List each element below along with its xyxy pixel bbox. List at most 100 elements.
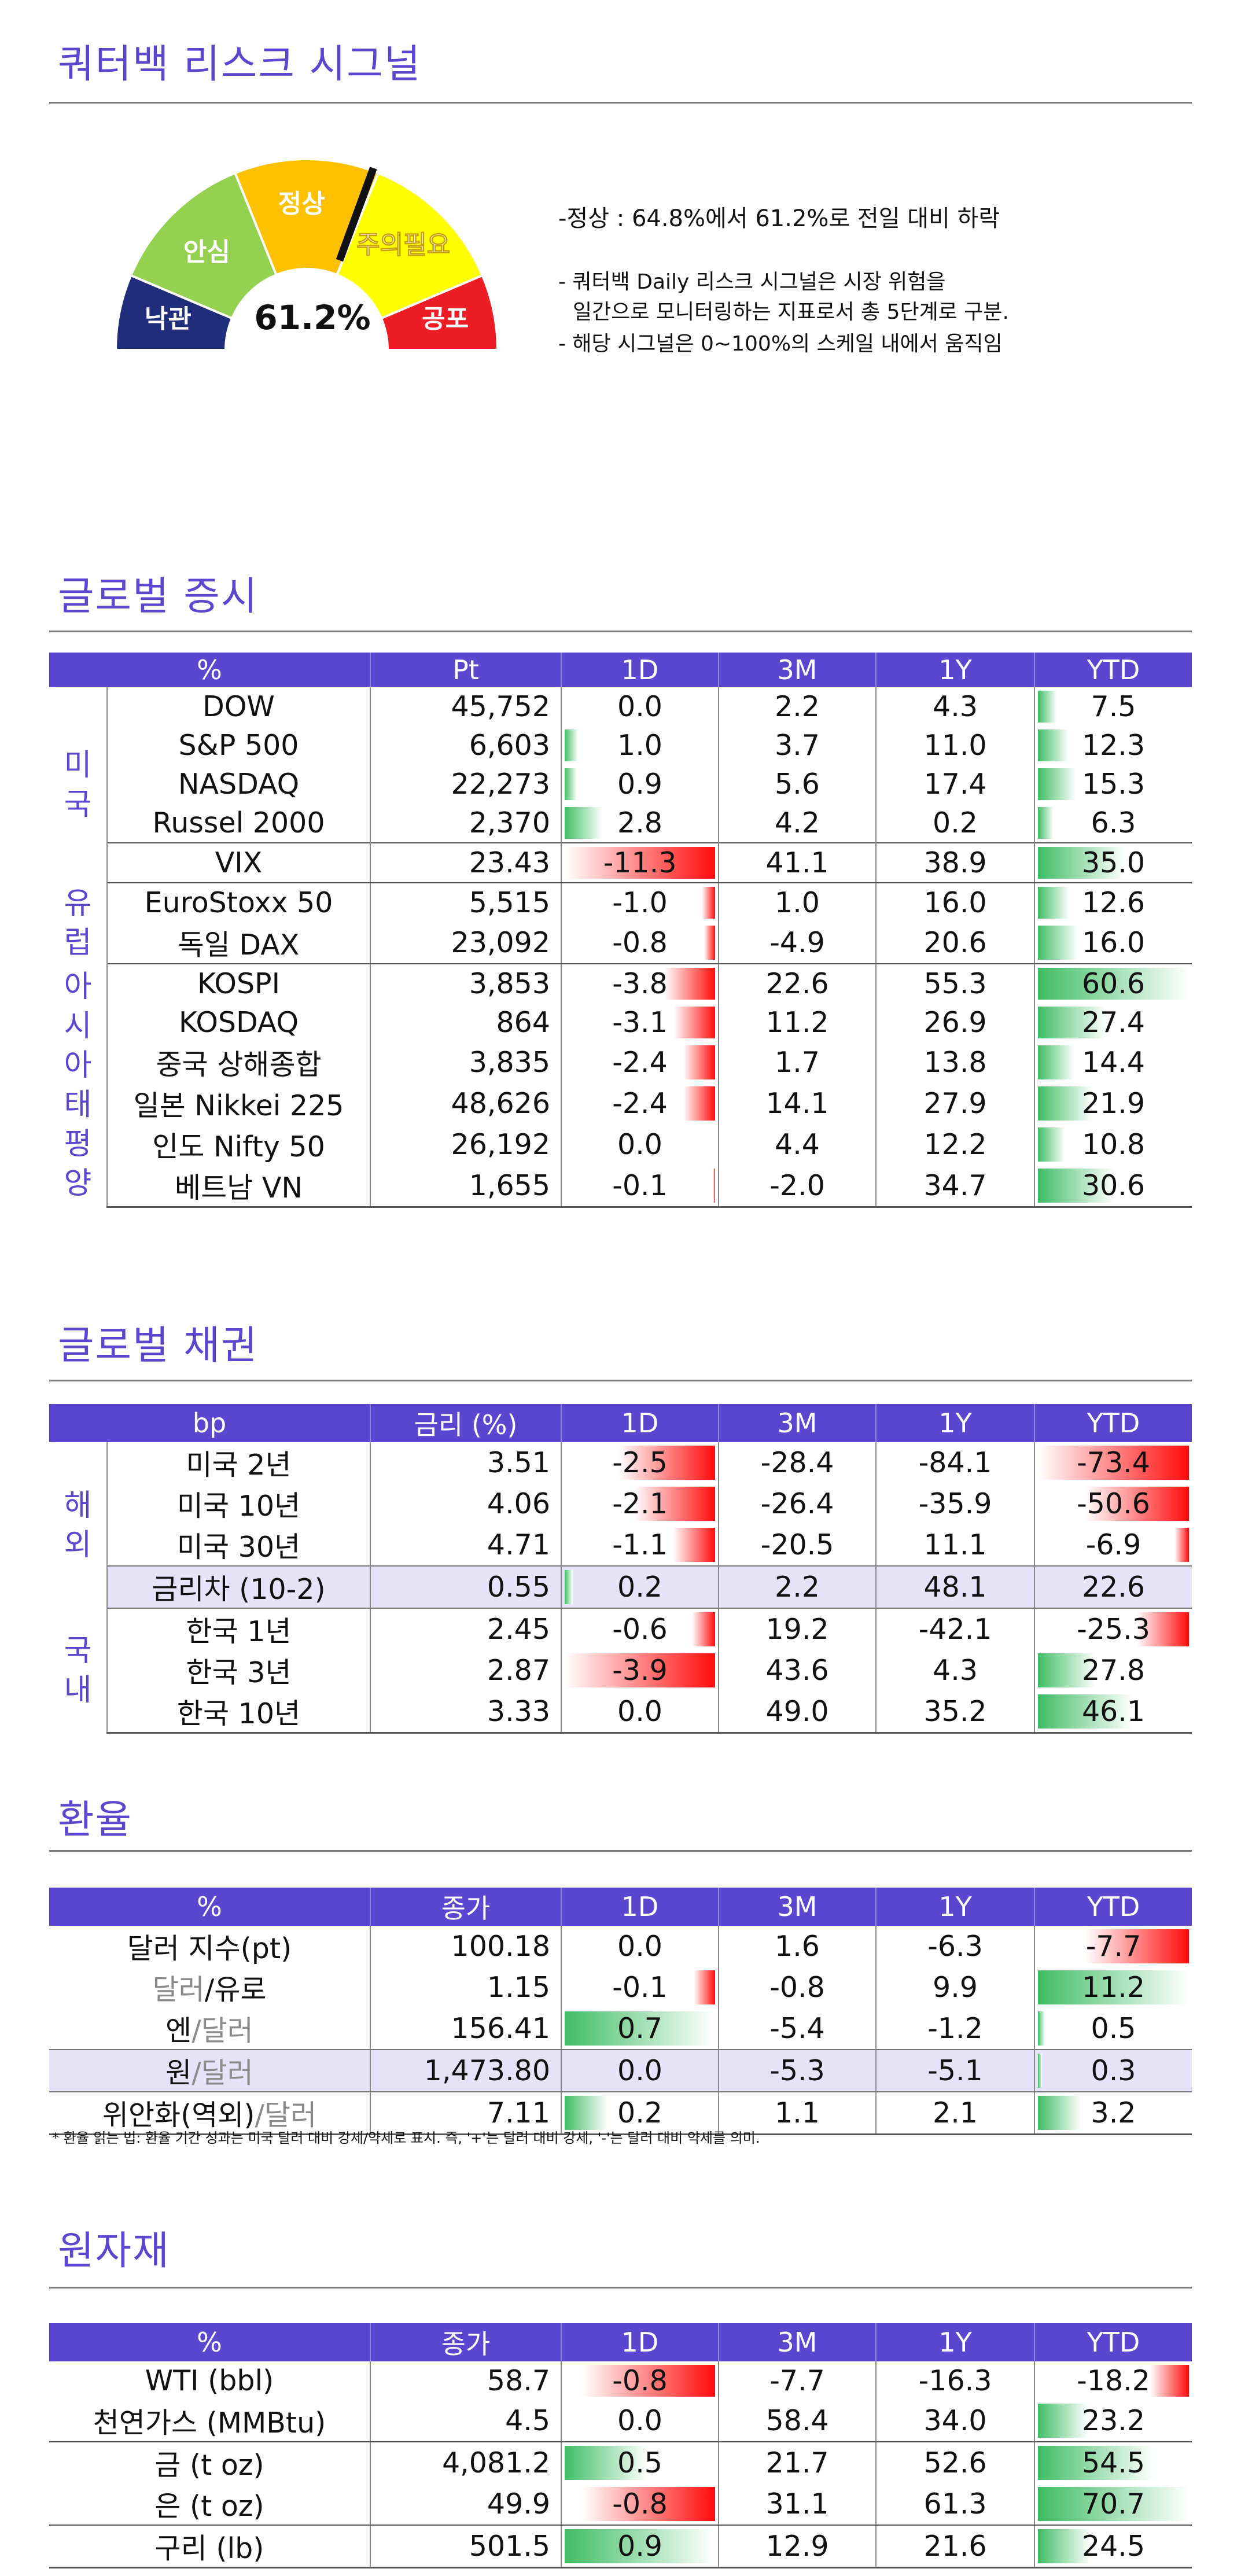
header-cell: 3M xyxy=(719,653,877,687)
table-cell: -2.0 xyxy=(719,1165,877,1208)
cell-value: 0.2 xyxy=(933,806,978,839)
table-cell: 21.7 xyxy=(719,2442,877,2483)
cell-value: 27.8 xyxy=(1081,1654,1146,1687)
cell-value: -20.5 xyxy=(760,1528,834,1561)
positive-bar xyxy=(565,768,577,800)
name-text: EuroStoxx 50 xyxy=(144,886,333,919)
name-part: 달러 지수(pt) xyxy=(127,1932,292,1965)
gauge-segment-fear xyxy=(380,274,499,351)
cell-value: 41.1 xyxy=(765,846,829,879)
cell-value: 3.7 xyxy=(775,729,820,762)
name-text: 인도 Nifty 50 xyxy=(152,1130,325,1163)
table-cell: -4.9 xyxy=(719,922,877,964)
cell-value: 1.0 xyxy=(617,729,662,762)
cell-value: -73.4 xyxy=(1077,1446,1150,1479)
table-row: 한국 10년 3.33 0.0 49.0 35.2 46.1 xyxy=(49,1691,1192,1734)
table-row: 국 내 한국 1년 2.45 -0.6 19.2 -42.1 -25.3 xyxy=(49,1608,1192,1733)
cell-value: 10.8 xyxy=(1081,1128,1146,1161)
table-cell: -35.9 xyxy=(876,1483,1035,1524)
cell-value: 0.2 xyxy=(617,2096,662,2129)
cell-value: 7.11 xyxy=(487,2096,550,2129)
table-row: 엔/달러 156.41 0.7 -5.4 -1.2 0.5 xyxy=(49,2008,1192,2050)
gauge-label-bullish: 낙관 xyxy=(145,304,192,334)
table-cell: 13.8 xyxy=(876,1042,1035,1083)
bar-cell: -25.3 xyxy=(1034,1608,1192,1650)
bar-cell: 0.0 xyxy=(561,1926,719,1967)
table-cell: 1.6 xyxy=(719,1926,877,1967)
cell-value: 1.1 xyxy=(775,2096,820,2129)
table-cell: -1.2 xyxy=(876,2008,1035,2050)
cell-value: 60.6 xyxy=(1081,967,1146,1000)
name-part: /유로 xyxy=(204,1973,267,2006)
gauge-needle xyxy=(336,167,377,262)
cell-value: 15.3 xyxy=(1081,768,1146,801)
table-cell: 4.3 xyxy=(876,687,1035,726)
cell-value: -5.3 xyxy=(769,2054,825,2087)
positive-bar xyxy=(1038,1970,1189,2004)
table-row: KOSDAQ 864 -3.1 11.2 26.9 27.4 xyxy=(49,1003,1192,1042)
name-part: /달러 xyxy=(192,2057,253,2089)
cell-value: 22.6 xyxy=(765,967,829,1000)
table-cell: 1,473.80 xyxy=(370,2049,562,2092)
name-text: 천연가스 (MMBtu) xyxy=(93,2407,326,2439)
row-name: KOSDAQ xyxy=(107,1003,371,1042)
header-cell: Pt xyxy=(370,653,562,687)
cell-value: -6.3 xyxy=(927,1930,983,1963)
bar-cell: 12.6 xyxy=(1034,883,1192,922)
name-text: 중국 상해종합 xyxy=(156,1048,322,1081)
table-cell: 19.2 xyxy=(719,1608,877,1650)
bar-cell: 70.7 xyxy=(1034,2483,1192,2526)
table-row: 달러 지수(pt) 100.18 0.0 1.6 -6.3 -7.7 xyxy=(49,1926,1192,1967)
cell-value: 19.2 xyxy=(765,1613,829,1646)
table-cell: 4,081.2 xyxy=(370,2442,562,2483)
table-cell: 7.11 xyxy=(370,2092,562,2135)
table-row: 해 외 미국 2년 3.51 -2.5 -28.4 -84.1 -73.4 xyxy=(49,1442,1192,1608)
table-header-row: % 종가 1D 3M 1Y YTD xyxy=(49,2323,1192,2361)
table-cell: 6,603 xyxy=(370,726,562,765)
row-name: 미국 2년 xyxy=(107,1442,371,1483)
negative-bar xyxy=(701,887,715,919)
table-row: 베트남 VN 1,655 -0.1 -2.0 34.7 30.6 xyxy=(49,1165,1192,1208)
cell-value: 35.2 xyxy=(923,1695,987,1728)
cell-value: 0.0 xyxy=(617,1695,662,1728)
cell-value: 11.2 xyxy=(1081,1971,1146,2004)
row-name: EuroStoxx 50 xyxy=(107,883,371,922)
gauge-label-safe: 안심 xyxy=(183,237,230,267)
cell-value: -16.3 xyxy=(918,2364,992,2397)
cell-value: 14.1 xyxy=(765,1087,829,1120)
table-cell: 12.2 xyxy=(876,1124,1035,1165)
cell-value: 0.9 xyxy=(617,2530,662,2563)
cell-value: -5.1 xyxy=(927,2054,983,2087)
table-cell: 34.7 xyxy=(876,1165,1035,1208)
cell-value: 12.9 xyxy=(765,2530,829,2563)
bar-cell: 1.0 xyxy=(561,726,719,765)
table-cell: 55.3 xyxy=(876,964,1035,1003)
row-name: Russel 2000 xyxy=(107,804,371,843)
cell-value: 11.1 xyxy=(923,1528,987,1561)
name-part: 엔 xyxy=(165,2014,192,2047)
cell-value: -25.3 xyxy=(1077,1613,1150,1646)
name-text: 미국 2년 xyxy=(186,1449,292,1482)
positive-bar xyxy=(1038,847,1125,879)
cell-value: 49.0 xyxy=(765,1695,829,1728)
table-cell: 5.6 xyxy=(719,765,877,804)
table-cell: 3.7 xyxy=(719,726,877,765)
signal-description-2: 일간으로 모니터링하는 지표로서 총 5단계로 구분. xyxy=(573,300,1009,324)
fx-footnote: * 환율 읽는 법: 환율 기간 성과는 미국 달러 대비 강세/약세로 표시.… xyxy=(52,2130,760,2146)
name-part: 위안화(역외) xyxy=(102,2099,255,2132)
table-cell: 11.0 xyxy=(876,726,1035,765)
table-cell: 2.45 xyxy=(370,1608,562,1650)
cell-value: 1,473.80 xyxy=(424,2054,550,2087)
negative-bar xyxy=(618,1446,715,1480)
bar-cell: 0.0 xyxy=(561,1124,719,1165)
bar-cell: 0.9 xyxy=(561,2525,719,2568)
cell-value: -50.6 xyxy=(1077,1487,1150,1520)
bar-cell: -3.9 xyxy=(561,1650,719,1691)
positive-bar xyxy=(1038,2487,1189,2521)
positive-bar xyxy=(1038,1045,1074,1079)
table-row: 유 럽 EuroStoxx 50 5,515 -1.0 1.0 16.0 12.6 xyxy=(49,883,1192,964)
cell-value: 0.5 xyxy=(1091,2012,1136,2045)
table-cell: 31.1 xyxy=(719,2483,877,2526)
positive-bar xyxy=(1038,2096,1081,2130)
name-text: 한국 10년 xyxy=(176,1697,301,1730)
